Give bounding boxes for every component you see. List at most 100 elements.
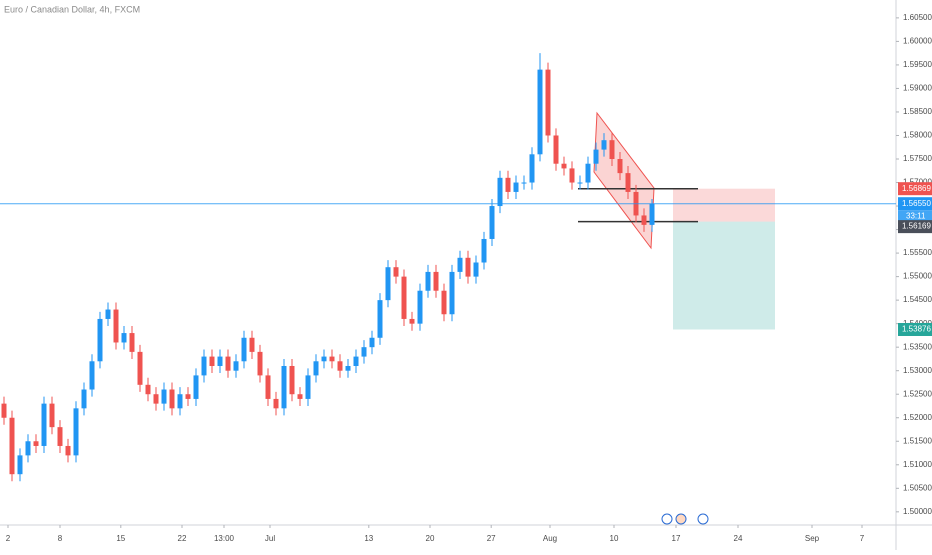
y-tick-label: 1.55000 (903, 272, 932, 281)
candle-body (81, 389, 87, 409)
y-tick-label: 1.58000 (903, 131, 932, 140)
candle-body (385, 267, 391, 301)
candle-body (553, 135, 559, 164)
price-label-bg (898, 322, 932, 336)
y-tick-label: 1.60500 (903, 13, 932, 22)
candle-body (65, 445, 71, 456)
y-tick-label: 1.53500 (903, 342, 932, 351)
countdown: 33:11 (906, 211, 926, 220)
candle-body (185, 394, 191, 399)
stop-zone (673, 188, 775, 222)
candle-body (73, 408, 79, 456)
candle-body (585, 163, 591, 183)
candle-body (521, 182, 527, 184)
candle-body (57, 427, 63, 446)
candle-body (625, 173, 631, 192)
candle-body (321, 356, 327, 362)
candle-body (9, 417, 15, 475)
candle-body (529, 154, 535, 183)
candle-body (273, 398, 279, 409)
x-tick-label: 27 (487, 534, 496, 543)
price-label-bg (898, 220, 932, 234)
candle-body (257, 351, 263, 376)
candle-body (17, 455, 23, 475)
candle-body (441, 290, 447, 315)
y-tick-label: 1.55500 (903, 248, 932, 257)
candle-body (449, 271, 455, 315)
candle-body (313, 361, 319, 376)
x-tick-label: 17 (672, 534, 681, 543)
candle-body (113, 309, 119, 343)
candle-body (409, 318, 415, 324)
candle-body (129, 333, 135, 352)
y-tick-label: 1.54500 (903, 295, 932, 304)
price-label: 1.56169 (902, 222, 931, 231)
candle-body (153, 394, 159, 404)
candle-body (425, 271, 431, 291)
price-label: 1.56550 (902, 199, 931, 208)
y-tick-label: 1.59500 (903, 60, 932, 69)
x-tick-label: Sep (805, 534, 820, 543)
candle-body (169, 389, 175, 409)
candle-body (545, 69, 551, 136)
event-icons (661, 513, 709, 525)
candle-body (265, 375, 271, 399)
candle-body (561, 163, 567, 169)
candle-body (417, 290, 423, 324)
candle-body (193, 375, 199, 399)
candle-body (41, 403, 47, 446)
y-tick-label: 1.52000 (903, 413, 932, 422)
y-tick-label: 1.50000 (903, 507, 932, 516)
candle-body (33, 441, 39, 446)
candle-body (225, 356, 231, 371)
candle-body (249, 337, 255, 352)
y-tick-label: 1.57000 (903, 178, 932, 187)
candle-body (577, 182, 583, 184)
price-label-bg (898, 197, 932, 211)
price-label-bg (898, 182, 932, 196)
candle-body (337, 361, 343, 371)
candle-body (361, 347, 367, 357)
candle-body (201, 356, 207, 376)
x-tick-label: Jul (265, 534, 275, 543)
y-tick-label: 1.52500 (903, 389, 932, 398)
candle-body (513, 182, 519, 192)
x-tick-label: 2 (6, 534, 11, 543)
x-tick-label: 24 (734, 534, 743, 543)
x-tick-label: 7 (860, 534, 865, 543)
candle-body (209, 356, 215, 366)
candle-body (289, 365, 295, 395)
y-tick-label: 1.51000 (903, 460, 932, 469)
event-icon (697, 513, 709, 525)
candle-body (641, 215, 647, 225)
x-tick-label: 13 (364, 534, 373, 543)
candle-body (177, 394, 183, 409)
candle-body (457, 257, 463, 272)
candle-body (593, 149, 599, 164)
candle-body (89, 361, 95, 390)
chart-title: Euro / Canadian Dollar, 4h, FXCM (4, 4, 140, 14)
y-tick-label: 1.51500 (903, 436, 932, 445)
x-tick-label: 22 (178, 534, 187, 543)
candle-body (433, 271, 439, 291)
target-zone (673, 221, 775, 330)
candle-body (137, 351, 143, 385)
price-label: 1.56869 (902, 184, 931, 193)
event-icon (675, 513, 687, 525)
candle-body (305, 375, 311, 399)
candle-body (481, 238, 487, 263)
candle-body (497, 177, 503, 207)
x-tick-label: Aug (543, 534, 557, 543)
y-tick-label: 1.59000 (903, 84, 932, 93)
candle-body (105, 309, 111, 319)
candle-body (233, 361, 239, 371)
candle-body (601, 140, 607, 150)
countdown-bg (898, 210, 932, 223)
candle-body (25, 441, 31, 456)
x-tick-label: 15 (116, 534, 125, 543)
candle-body (465, 257, 471, 277)
candle-body (537, 69, 543, 155)
candle-body (377, 300, 383, 338)
y-tick-label: 1.50500 (903, 483, 932, 492)
